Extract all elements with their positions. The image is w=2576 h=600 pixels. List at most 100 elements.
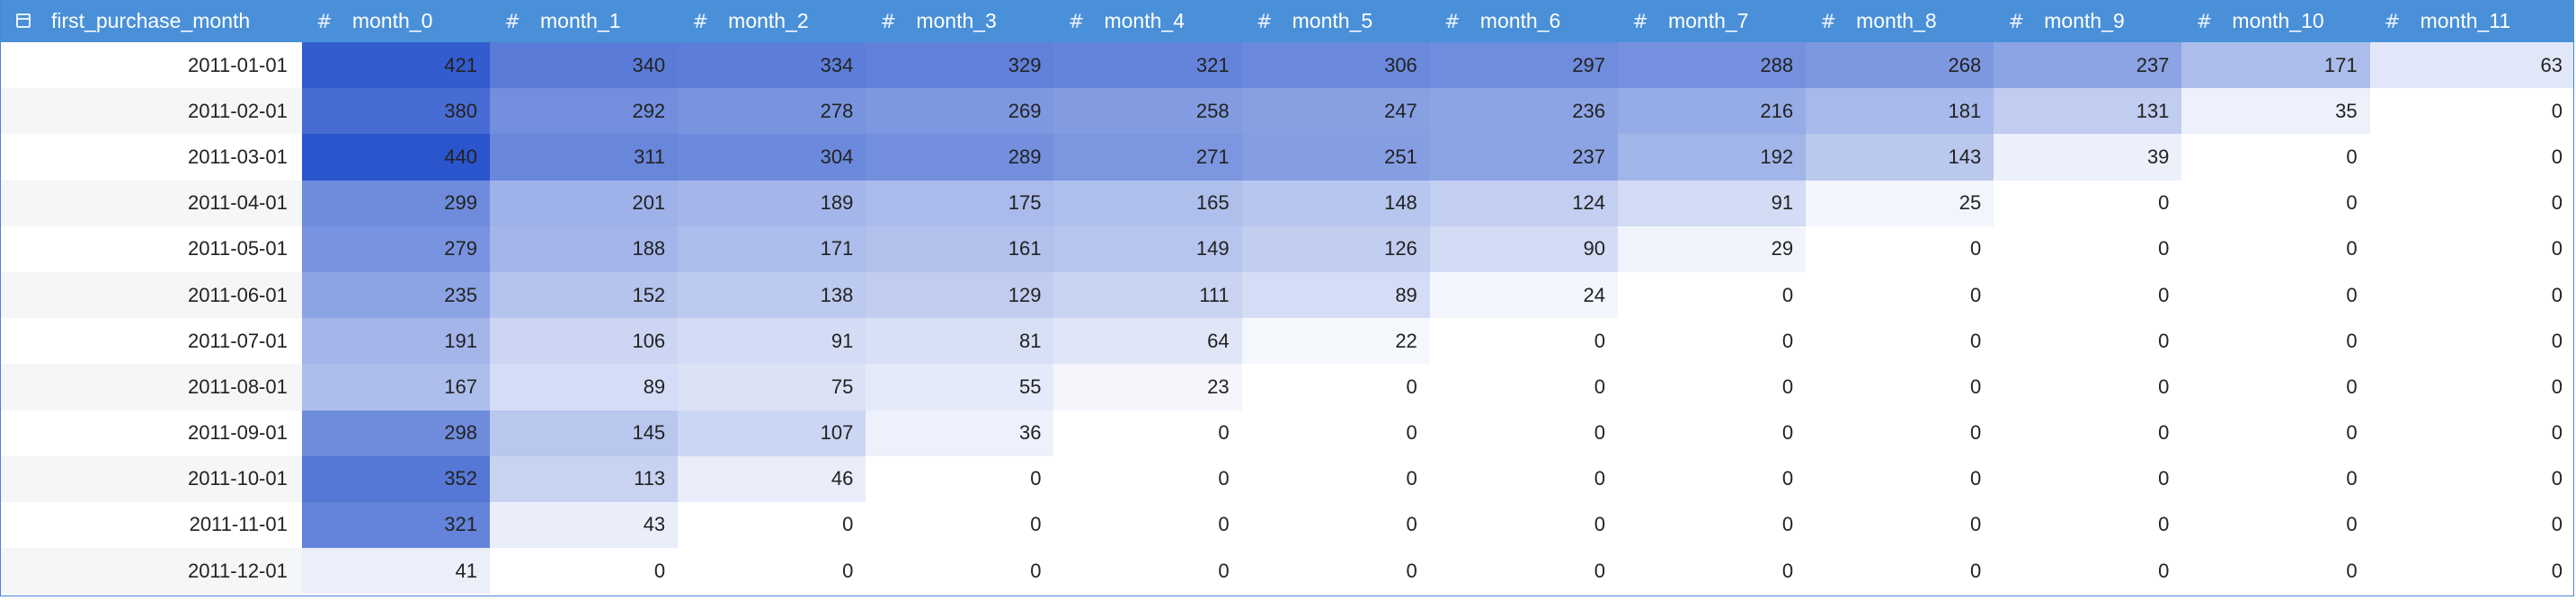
cell-month-8: 0: [1806, 225, 1994, 272]
cell-month-10: 0: [2181, 364, 2370, 410]
cell-first-purchase-month: 2011-02-01: [1, 88, 302, 135]
cell-month-8: 0: [1806, 548, 1994, 595]
cell-month-11: 63: [2369, 42, 2573, 89]
cell-month-10: 0: [2181, 501, 2370, 549]
cell-month-2: 278: [678, 88, 866, 135]
column-header-month_8[interactable]: # month_8: [1806, 0, 1994, 42]
hash-icon: #: [2196, 10, 2213, 32]
cell-month-1: 43: [490, 501, 679, 549]
cell-month-0: 298: [301, 410, 491, 456]
cell-month-4: 111: [1053, 271, 1242, 319]
cell-month-10: 0: [2181, 410, 2370, 456]
cell-month-4: 0: [1053, 455, 1242, 502]
cell-month-3: 175: [866, 180, 1054, 226]
table-row[interactable]: 2011-04-01 299 201 189 175 165 148 124 91 25 0 0 0: [1, 180, 2573, 226]
cell-month-9: 0: [1994, 271, 2182, 319]
cell-month-7: 0: [1617, 455, 1807, 502]
hash-icon: #: [2008, 10, 2025, 32]
cell-month-0: 299: [301, 180, 491, 226]
cell-month-0: 421: [301, 42, 491, 89]
cell-month-10: 171: [2181, 42, 2370, 89]
cell-month-8: 0: [1806, 271, 1994, 319]
cell-month-7: 0: [1617, 548, 1807, 595]
cell-month-9: 39: [1994, 134, 2182, 181]
column-header-month_6[interactable]: # month_6: [1429, 0, 1618, 42]
cell-month-6: 0: [1429, 364, 1618, 410]
cell-month-4: 271: [1053, 134, 1242, 181]
table-row[interactable]: 2011-03-01 440 311 304 289 271 251 237 192 143 39 0…: [1, 134, 2573, 181]
cell-month-2: 189: [678, 180, 866, 226]
cell-month-7: 288: [1617, 42, 1807, 89]
table-row[interactable]: 2011-09-01 298 145 107 36 0 0 0 0 0 0 0 0: [1, 410, 2573, 456]
hash-icon: #: [1820, 10, 1836, 32]
cell-month-1: 89: [490, 364, 679, 410]
cell-month-11: 0: [2369, 88, 2573, 135]
cell-month-8: 143: [1806, 134, 1994, 181]
cell-month-3: 129: [866, 271, 1054, 319]
cell-month-8: 0: [1806, 410, 1994, 456]
cell-month-0: 167: [301, 364, 491, 410]
cell-month-6: 90: [1429, 225, 1618, 272]
column-header-month_1[interactable]: # month_1: [490, 0, 679, 42]
table-row[interactable]: 2011-01-01 421 340 334 329 321 306 297 288 268 237…: [1, 42, 2573, 89]
cell-month-5: 22: [1241, 318, 1430, 365]
column-header-month_9[interactable]: # month_9: [1994, 0, 2182, 42]
cell-month-8: 0: [1806, 455, 1994, 502]
cell-month-2: 75: [678, 364, 866, 410]
column-header-label: month_1: [540, 9, 621, 32]
table-row[interactable]: 2011-10-01 352 113 46 0 0 0 0 0 0 0 0 0: [1, 455, 2573, 502]
table-row[interactable]: 2011-12-01 41 0 0 0 0 0 0 0 0 0 0 0: [1, 548, 2573, 595]
cell-month-9: 0: [1994, 410, 2182, 456]
cell-first-purchase-month: 2011-12-01: [1, 548, 302, 595]
cell-month-5: 0: [1241, 410, 1430, 456]
cell-month-11: 0: [2369, 318, 2573, 365]
column-header-label: month_7: [1667, 9, 1749, 32]
cell-month-6: 0: [1429, 548, 1618, 595]
column-header-month_10[interactable]: # month_10: [2181, 0, 2370, 42]
cell-first-purchase-month: 2011-01-01: [1, 42, 302, 89]
cell-month-1: 188: [490, 225, 679, 272]
cell-month-7: 216: [1617, 88, 1807, 135]
cell-month-1: 113: [490, 455, 679, 502]
hash-icon: #: [316, 10, 333, 32]
hash-icon: #: [1256, 10, 1273, 32]
cell-month-11: 0: [2369, 548, 2573, 595]
hash-icon: #: [880, 10, 897, 32]
cell-first-purchase-month: 2011-04-01: [1, 180, 302, 226]
cell-month-9: 0: [1994, 455, 2182, 502]
cell-month-8: 0: [1806, 501, 1994, 549]
table-row[interactable]: 2011-05-01 279 188 171 161 149 126 90 29 0 0 0 0: [1, 225, 2573, 272]
cell-month-9: 237: [1994, 42, 2182, 89]
column-header-label: month_3: [916, 9, 997, 32]
column-header-month_11[interactable]: # month_11: [2369, 0, 2573, 42]
cell-month-7: 0: [1617, 364, 1807, 410]
table-row[interactable]: 2011-08-01 167 89 75 55 23 0 0 0 0 0 0 0: [1, 364, 2573, 410]
cell-month-3: 161: [866, 225, 1054, 272]
column-header-month_0[interactable]: # month_0: [301, 0, 491, 42]
calendar-icon: [13, 11, 33, 32]
cell-month-1: 0: [490, 548, 679, 595]
cell-month-1: 292: [490, 88, 679, 135]
column-header-month_2[interactable]: # month_2: [678, 0, 866, 42]
table-row[interactable]: 2011-02-01 380 292 278 269 258 247 236 216 181 131…: [1, 88, 2573, 135]
hash-icon: #: [692, 10, 708, 32]
cell-month-7: 0: [1617, 271, 1807, 319]
cell-month-6: 24: [1429, 271, 1618, 319]
cell-month-4: 149: [1053, 225, 1242, 272]
table-row[interactable]: 2011-06-01 235 152 138 129 111 89 24 0 0 0 0 0: [1, 271, 2573, 319]
cell-month-5: 0: [1241, 364, 1430, 410]
column-header-month_5[interactable]: # month_5: [1241, 0, 1430, 42]
column-header-month_7[interactable]: # month_7: [1617, 0, 1807, 42]
column-header-month_3[interactable]: # month_3: [866, 0, 1054, 42]
table-row[interactable]: 2011-07-01 191 106 91 81 64 22 0 0 0 0 0 0: [1, 318, 2573, 365]
cell-month-9: 0: [1994, 364, 2182, 410]
cell-month-7: 0: [1617, 410, 1807, 456]
column-header-label: month_5: [1292, 9, 1373, 32]
column-header-month_4[interactable]: # month_4: [1053, 0, 1242, 42]
column-header-first_purchase_month[interactable]: first_purchase_month: [1, 0, 302, 42]
table-row[interactable]: 2011-11-01 321 43 0 0 0 0 0 0 0 0 0 0: [1, 501, 2573, 549]
cell-month-1: 311: [490, 134, 679, 181]
cell-month-5: 306: [1241, 42, 1430, 89]
cell-month-6: 0: [1429, 501, 1618, 549]
